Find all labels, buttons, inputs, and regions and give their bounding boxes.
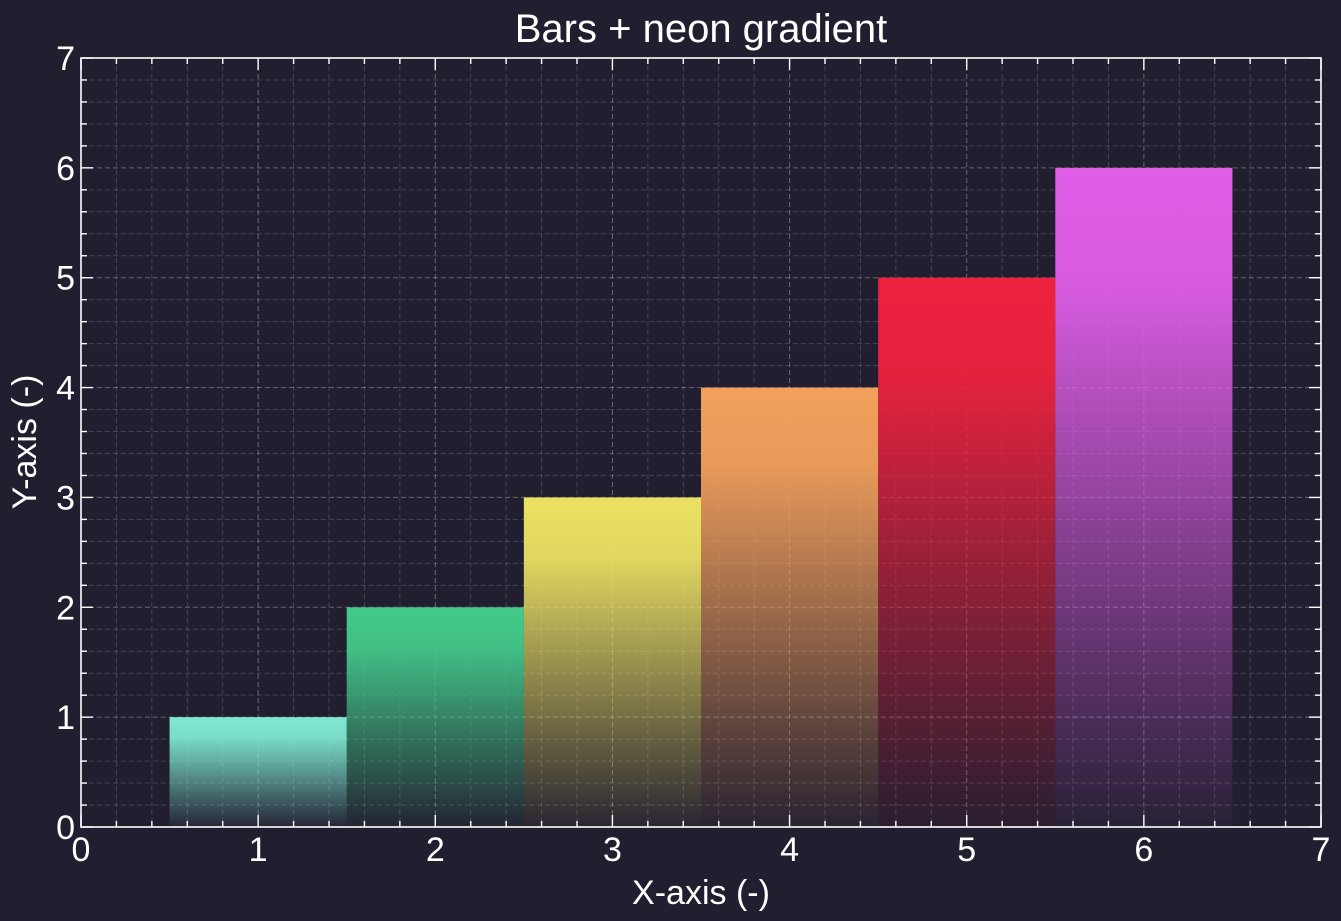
x-tick-label: 7	[1312, 831, 1331, 869]
bar-3	[523, 497, 701, 827]
y-tick-label: 4	[56, 370, 75, 408]
x-tick-label: 1	[249, 831, 268, 869]
tick-labels: 0 1 2 3 4 5 6 7 0 1 2 3 4 5 6 7	[56, 40, 1330, 869]
bar-6	[1055, 167, 1233, 827]
plot-border	[80, 57, 1322, 828]
ticks	[80, 57, 1322, 828]
plot-frame	[80, 57, 1322, 828]
y-tick-label: 3	[56, 479, 75, 517]
x-tick-label: 4	[780, 831, 799, 869]
x-tick-label: 6	[1134, 831, 1153, 869]
x-tick-label: 0	[72, 831, 91, 869]
y-axis-label: Y-axis (-)	[6, 375, 44, 510]
y-tick-label: 0	[56, 809, 75, 847]
bar-1	[169, 717, 347, 827]
y-tick-label: 5	[56, 260, 75, 298]
y-tick-label: 7	[56, 40, 75, 78]
bar-4	[701, 387, 879, 827]
bars	[169, 167, 1233, 827]
bar-5	[878, 277, 1056, 827]
x-tick-label: 2	[426, 831, 445, 869]
x-tick-label: 5	[957, 831, 976, 869]
x-axis-label: X-axis (-)	[632, 874, 770, 912]
bar-2	[346, 607, 524, 827]
chart-title: Bars + neon gradient	[515, 7, 887, 51]
x-tick-label: 3	[603, 831, 622, 869]
y-tick-label: 2	[56, 589, 75, 627]
y-tick-label: 1	[56, 699, 75, 737]
y-tick-label: 6	[56, 150, 75, 188]
